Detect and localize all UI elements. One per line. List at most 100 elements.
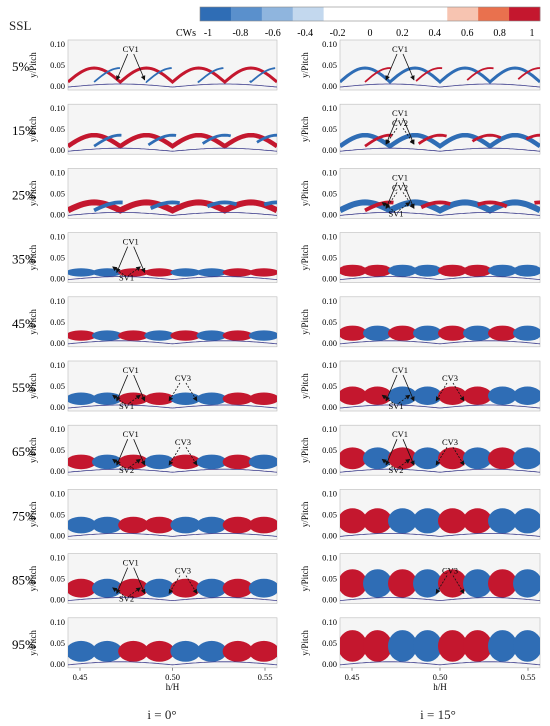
- vortex-lobe: [488, 325, 517, 341]
- y-tick-label: 0.00: [322, 595, 337, 605]
- vortex-lobe: [170, 330, 201, 341]
- vortex-lobe: [196, 392, 227, 405]
- ssl-row-label: 5%: [12, 59, 30, 74]
- vortex-lobe: [513, 508, 540, 534]
- y-tick-label: 0.05: [50, 445, 65, 455]
- vortex-lobe: [92, 640, 123, 662]
- y-axis-label: y/Pitch: [300, 244, 310, 270]
- ssl-row-label: 75%: [12, 508, 36, 523]
- y-tick-label: 0.05: [50, 509, 65, 519]
- vortex-band: [340, 66, 540, 84]
- annotation-arrow: [385, 439, 398, 466]
- vortex-lobe: [340, 569, 367, 598]
- vortex-annotation: SV1: [388, 401, 403, 411]
- contour-panel: y/Pitch 0.10 0.05 0.00 CV1: [300, 39, 541, 91]
- vortex-annotation: SV1: [119, 401, 134, 411]
- ssl-row-label: 35%: [12, 252, 36, 267]
- annotation-arrow: [381, 202, 394, 211]
- x-tick-label: 0.55: [521, 672, 536, 682]
- annotation-arrow: [435, 575, 448, 595]
- y-tick-label: 0.00: [322, 145, 337, 155]
- panel-grid: 5%y/Pitch0.100.050.00CV1y/Pitch0.100.050…: [12, 39, 541, 669]
- vortex-lobe: [118, 330, 149, 341]
- annotation-arrow: [185, 575, 198, 595]
- vortex-lobe: [463, 325, 492, 341]
- annotation-arrow: [129, 394, 141, 404]
- y-tick-label: 0.10: [50, 167, 65, 177]
- vortex-lobe: [363, 325, 392, 341]
- vortex-lobe: [388, 630, 417, 662]
- vortex-lobe: [413, 447, 442, 470]
- y-axis-label: y/Pitch: [300, 630, 310, 656]
- y-axis-label: y/Pitch: [300, 52, 310, 78]
- vortex-lobe: [340, 386, 367, 405]
- vortex-lobe: [92, 454, 123, 470]
- vortex-annotation: CV1: [392, 365, 408, 375]
- endwall-line: [68, 83, 277, 88]
- vortex-lobe: [438, 264, 467, 277]
- y-axis-label: y/Pitch: [28, 565, 38, 591]
- annotation-arrow: [133, 374, 146, 402]
- vortex-lobe: [363, 569, 392, 598]
- annotation-arrow: [385, 53, 398, 81]
- y-axis-label: y/Pitch: [28, 180, 38, 206]
- y-axis-label: y/Pitch: [300, 309, 310, 335]
- colorbar-tick-label: -0.2: [330, 28, 346, 39]
- endwall-line: [68, 597, 277, 602]
- annotation-arrow: [452, 382, 465, 402]
- vortex-annotation: SV1: [388, 208, 403, 218]
- contour-panel: y/Pitch 0.10 0.05 0.00 CV1 CV3 SV2: [28, 553, 278, 605]
- annotation-arrow: [116, 246, 129, 274]
- contour-panel: y/Pitch 0.10 0.05 0.00: [300, 488, 541, 540]
- contour-panel: y/Pitch 0.10 0.05 0.00 CV1 CV3 SV1: [300, 360, 541, 412]
- endwall-line: [68, 276, 277, 281]
- vortex-lobe: [196, 578, 227, 598]
- endwall-line: [340, 83, 540, 88]
- vortex-lobe: [340, 447, 367, 470]
- vortex-annotation: CV1: [123, 44, 139, 54]
- y-tick-label: 0.00: [50, 145, 65, 155]
- x-tick-label: 0.45: [345, 672, 360, 682]
- vortex-lobe: [340, 264, 367, 277]
- ssl-row-label: 85%: [12, 573, 36, 588]
- vortex-lobe: [388, 447, 417, 470]
- y-tick-label: 0.10: [50, 488, 65, 498]
- annotation-arrow: [112, 458, 124, 468]
- vortex-lobe: [513, 264, 540, 277]
- y-tick-label: 0.05: [322, 509, 337, 519]
- ssl-row-label: 65%: [12, 444, 36, 459]
- x-tick-label: 0.55: [258, 672, 273, 682]
- colorbar-segment: [447, 7, 479, 21]
- x-axis-label: h/H: [433, 682, 447, 692]
- vortex-lobe: [363, 264, 392, 277]
- vortex-lobe: [222, 640, 253, 662]
- y-tick-label: 0.10: [322, 424, 337, 434]
- annotation-arrow: [402, 439, 415, 466]
- contour-panel: y/Pitch 0.10 0.05 0.00: [28, 617, 278, 669]
- vortex-annotation: CV1: [123, 365, 139, 375]
- vortex-lobe: [488, 386, 517, 405]
- y-axis-label: y/Pitch: [300, 565, 310, 591]
- y-tick-label: 0.05: [322, 253, 337, 263]
- colorbar-tick-label: 0.6: [461, 28, 474, 39]
- vortex-lobe: [488, 508, 517, 534]
- colorbar-segment: [478, 7, 510, 21]
- annotation-arrow: [116, 53, 129, 81]
- x-axis-label: h/H: [166, 682, 180, 692]
- vortex-lobe: [68, 578, 97, 598]
- vortex-lobe: [222, 516, 253, 534]
- contour-panel: y/Pitch 0.10 0.05 0.00 CV1 SV1: [28, 232, 278, 284]
- vortex-lobe: [388, 569, 417, 598]
- contour-panel: y/Pitch 0.10 0.05 0.00: [28, 488, 278, 540]
- vortex-annotation: CV1: [123, 429, 139, 439]
- y-axis-label: y/Pitch: [300, 180, 310, 206]
- vortex-annotation: CV3: [175, 566, 191, 576]
- y-tick-label: 0.05: [50, 574, 65, 584]
- x-axes: 0.45 0.50 0.55 h/H 0.45 0.50 0.55 h/H: [73, 667, 536, 692]
- annotation-arrow: [381, 458, 394, 468]
- vortex-lobe: [118, 640, 149, 662]
- vortex-lobe: [222, 268, 253, 277]
- y-tick-label: 0.05: [322, 445, 337, 455]
- y-axis-label: y/Pitch: [28, 52, 38, 78]
